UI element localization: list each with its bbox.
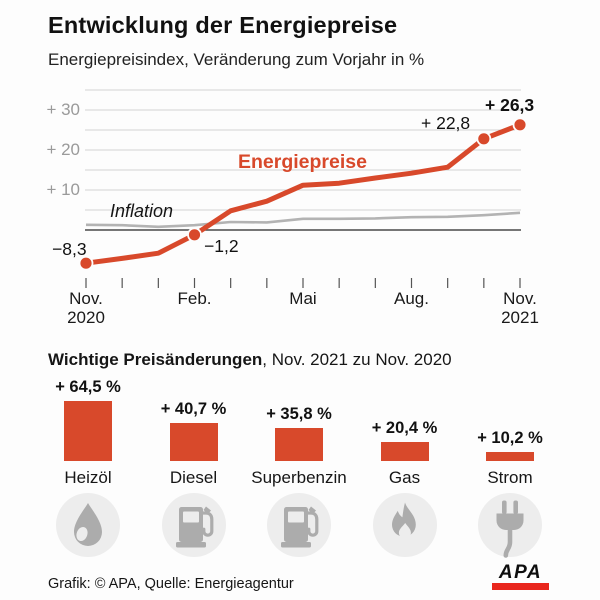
bar-strom bbox=[486, 451, 534, 461]
apa-logo-text: APA bbox=[498, 562, 543, 583]
page-subtitle: Energiepreisindex, Veränderung zum Vorja… bbox=[48, 50, 425, 69]
oil-drop-icon bbox=[56, 493, 120, 557]
bar-value-label: + 10,2 % bbox=[477, 428, 543, 447]
y-axis-label-20: + 20 bbox=[46, 140, 80, 159]
line-chart-svg bbox=[78, 89, 528, 288]
flame-icon bbox=[372, 493, 437, 557]
bar-column-strom: + 10,2 % Strom bbox=[455, 374, 565, 490]
data-point-dot bbox=[187, 227, 202, 243]
bar-heizoel bbox=[64, 401, 112, 461]
bar-column-heizoel: + 64,5 % Heizöl bbox=[33, 374, 143, 490]
data-point-dot bbox=[512, 117, 528, 133]
bar-gas bbox=[380, 442, 429, 461]
annotation-feb-value: −1,2 bbox=[204, 236, 239, 256]
bar-value-label: + 64,5 % bbox=[55, 378, 121, 397]
annotation-nov2021-value: + 26,3 bbox=[485, 95, 535, 115]
data-point-dot bbox=[78, 255, 94, 271]
bar-category-label: Gas bbox=[388, 468, 421, 487]
y-axis-label-10: + 10 bbox=[46, 180, 80, 199]
annotation-okt-value: + 22,8 bbox=[421, 113, 471, 133]
annotation-nov2020-value: −8,3 bbox=[52, 239, 87, 259]
bar-section-heading: Wichtige Preisänderungen, Nov. 2021 zu N… bbox=[48, 350, 452, 370]
y-axis-label-30: + 30 bbox=[46, 100, 80, 119]
credit-text: Grafik: © APA, Quelle: Energieagentur bbox=[48, 576, 294, 592]
plug-icon bbox=[478, 493, 542, 558]
x-axis-label-aug: Aug. bbox=[394, 289, 429, 308]
inflation-series-label: Inflation bbox=[110, 201, 174, 221]
bar-column-superbenzin: + 35,8 % Superbenzin bbox=[244, 374, 354, 490]
fuel-pump-icon bbox=[161, 493, 226, 557]
bar-column-diesel: + 40,7 % Diesel bbox=[139, 374, 249, 490]
apa-logo-red-bar bbox=[492, 583, 549, 590]
inflation-line bbox=[85, 211, 521, 229]
x-axis-label-mai: Mai bbox=[289, 289, 317, 308]
x-axis-label-nov-2021: Nov. 2021 bbox=[501, 289, 539, 327]
fuel-pump-icon bbox=[267, 493, 331, 557]
x-axis-label-feb: Feb. bbox=[177, 289, 212, 308]
bar-section-heading-rest: , Nov. 2021 zu Nov. 2020 bbox=[262, 350, 452, 369]
energy-price-line bbox=[83, 122, 523, 266]
bar-category-label: Diesel bbox=[169, 468, 218, 487]
bar-category-label: Heizöl bbox=[64, 468, 112, 487]
bar-diesel bbox=[169, 423, 218, 461]
bar-column-gas: + 20,4 % Gas bbox=[350, 374, 460, 490]
bar-value-label: + 40,7 % bbox=[160, 400, 227, 419]
bar-value-label: + 35,8 % bbox=[266, 404, 332, 423]
page-title: Entwicklung der Energiepreise bbox=[48, 12, 398, 38]
bar-section-heading-bold: Wichtige Preisänderungen bbox=[48, 350, 263, 369]
bar-value-label: + 20,4 % bbox=[371, 419, 438, 438]
bar-category-label: Strom bbox=[487, 468, 533, 487]
bar-superbenzin bbox=[275, 427, 323, 461]
data-point-dot bbox=[476, 131, 492, 147]
energiepreise-series-label: Energiepreise bbox=[238, 151, 367, 173]
bar-category-label: Superbenzin bbox=[251, 468, 347, 487]
x-axis-label-nov-2020: Nov. 2020 bbox=[67, 289, 105, 327]
apa-logo: APA bbox=[492, 563, 549, 590]
